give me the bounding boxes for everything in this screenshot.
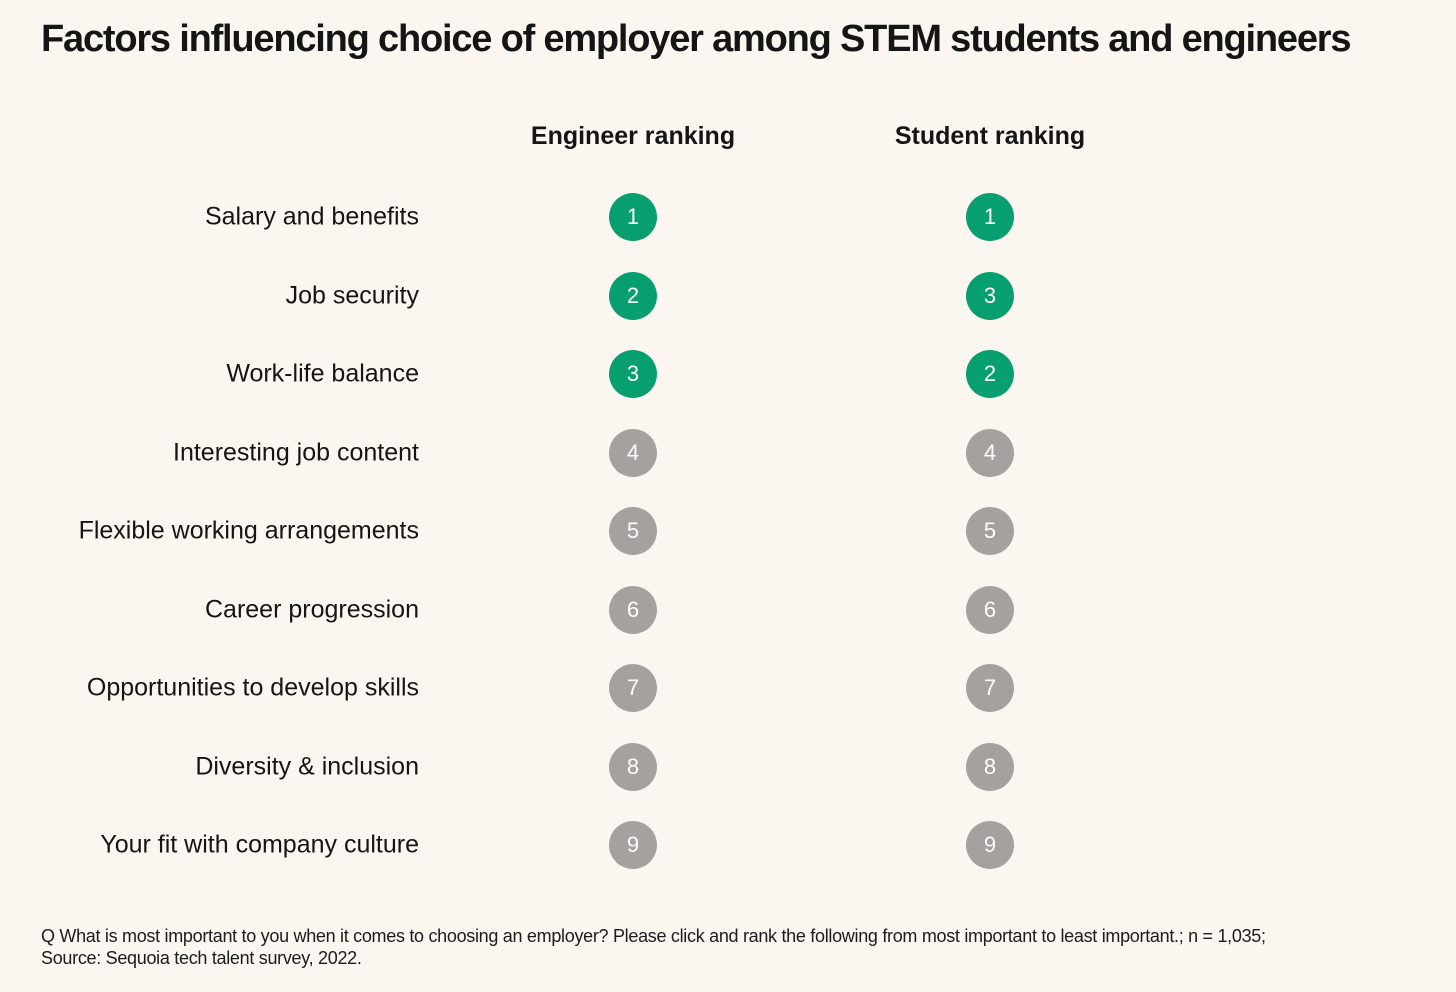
- factor-label: Salary and benefits: [204, 202, 419, 231]
- student-rank-badge: 3: [966, 271, 1014, 320]
- engineer-rank-badge: 9: [609, 821, 657, 869]
- factor-label: Interesting job content: [173, 438, 419, 466]
- student-rank-badge: 4: [966, 428, 1014, 477]
- footnote: Q What is most important to you when it …: [41, 925, 1431, 969]
- student-rank-badge: 2: [966, 350, 1014, 398]
- engineer-rank-badge: 5: [609, 507, 657, 555]
- chart-title: Factors influencing choice of employer a…: [41, 18, 1351, 60]
- engineer-rank-badge: 3: [609, 350, 657, 398]
- column-header-engineer: Engineer ranking: [530, 122, 736, 150]
- engineer-rank-badge: 6: [609, 585, 657, 634]
- factor-label: Flexible working arrangements: [78, 516, 419, 545]
- student-rank-badge: 5: [966, 507, 1014, 555]
- factor-label: Diversity & inclusion: [195, 752, 419, 780]
- column-header-student: Student ranking: [894, 122, 1086, 150]
- factor-label: Career progression: [205, 595, 419, 623]
- factor-label: Opportunities to develop skills: [86, 673, 419, 702]
- survey-question: Q What is most important to you when it …: [41, 926, 1266, 946]
- engineer-rank-badge: 1: [609, 193, 657, 241]
- factor-label: Job security: [285, 281, 419, 309]
- source-note: Source: Sequoia tech talent survey, 2022…: [41, 948, 362, 968]
- engineer-rank-badge: 7: [609, 664, 657, 712]
- engineer-rank-badge: 4: [609, 428, 657, 477]
- engineer-rank-badge: 2: [609, 271, 657, 320]
- engineer-rank-badge: 8: [609, 742, 657, 791]
- student-rank-badge: 8: [966, 742, 1014, 791]
- student-rank-badge: 1: [966, 193, 1014, 241]
- student-rank-badge: 7: [966, 664, 1014, 712]
- student-rank-badge: 9: [966, 821, 1014, 869]
- factor-label: Your fit with company culture: [100, 830, 419, 859]
- factor-label: Work-life balance: [226, 359, 419, 388]
- student-rank-badge: 6: [966, 585, 1014, 634]
